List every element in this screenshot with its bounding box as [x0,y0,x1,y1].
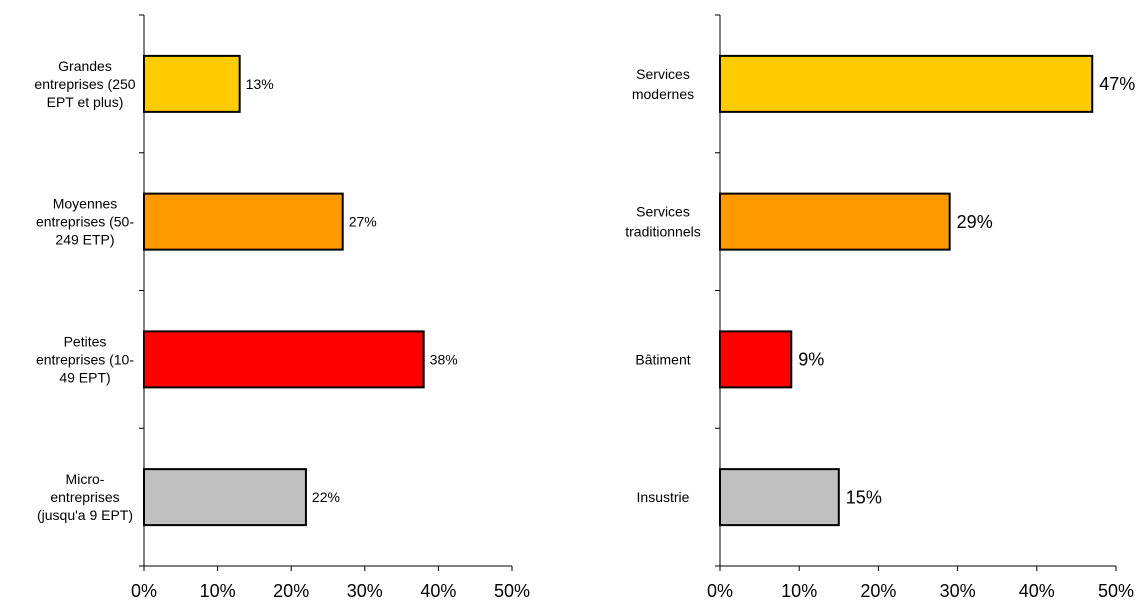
chart-1-category-label-line: 249 ETP) [55,232,114,248]
chart-2-data-label: 9% [798,350,824,370]
chart-2-x-tick-label: 0% [707,581,733,601]
chart-1-category-label-line: Petites [64,333,107,349]
chart-2-category-label-line: Bâtiment [635,351,690,367]
chart-2-category-label: Bâtiment [635,351,690,367]
chart-1-category-label-line: Grandes [58,58,112,74]
chart-1-bar [143,192,344,251]
chart-2-bar [719,192,951,251]
chart-1-category-label-line: entreprises (250 [34,76,135,92]
chart-1-bar [143,54,241,113]
chart-1-category-label-line: entreprises (10- [36,351,134,367]
chart-1-category-label-line: Moyennes [53,196,118,212]
chart-2-x-tick-label: 20% [860,581,896,601]
chart-2-bar [719,54,1094,113]
chart-1-data-label: 13% [246,76,274,92]
chart-1-bar [143,468,307,527]
chart-1-x-tick-label: 50% [494,581,530,601]
chart-2-bar [719,468,840,527]
chart-1-x-tick-label: 30% [347,581,383,601]
chart-1-x-tick-label: 0% [131,581,157,601]
chart-2-category-label: Insustrie [637,489,690,505]
chart-2-x-tick-label: 50% [1098,581,1134,601]
chart-2-category-label: Services traditionnels [625,204,701,240]
chart-2-category-label-line: Services [636,204,690,220]
chart-1-data-label: 27% [349,214,377,230]
chart-1-data-label: 22% [312,489,340,505]
chart-2-category-label-line: modernes [632,86,694,102]
chart-1-bar [143,330,425,389]
chart-2-data-label: 29% [957,212,993,232]
chart-1-category-label-line: (jusqu'a 9 EPT) [37,507,133,523]
chart-1-category-label-line: 49 EPT) [59,369,110,385]
chart-1-data-label: 38% [430,351,458,367]
chart-1-category-label: Micro-entreprises (jusqu'a 9 EPT) [37,471,133,523]
chart-1-x-tick-label: 40% [420,581,456,601]
chart-2-x-tick-label: 30% [940,581,976,601]
chart-2-category-label-line: traditionnels [625,224,701,240]
chart-2-category-label: Services modernes [632,66,694,102]
chart-2-bar [719,330,793,389]
chart-2-x-tick-label: 10% [781,581,817,601]
chart-1-category-label: Grandes entreprises (250 EPT et plus) [34,58,135,110]
chart-1-category-label: Petites entreprises (10- 49 EPT) [36,333,134,385]
chart-1-category-label-line: EPT et plus) [47,94,124,110]
chart-2-data-label: 47% [1099,74,1135,94]
chart-1-category-label-line: entreprises (50- [36,214,134,230]
chart-1-category-label: Moyennes entreprises (50- 249 ETP) [36,196,134,248]
chart-2-x-tick-label: 40% [1019,581,1055,601]
chart-1-x-tick-label: 10% [200,581,236,601]
chart-2-data-label: 15% [846,487,882,507]
chart-2-category-label-line: Services [636,66,690,82]
chart-1-x-tick-label: 20% [273,581,309,601]
chart-1-category-label-line: entreprises [50,489,119,505]
chart-2-category-label-line: Insustrie [637,489,690,505]
chart-1-category-label-line: Micro- [66,471,105,487]
